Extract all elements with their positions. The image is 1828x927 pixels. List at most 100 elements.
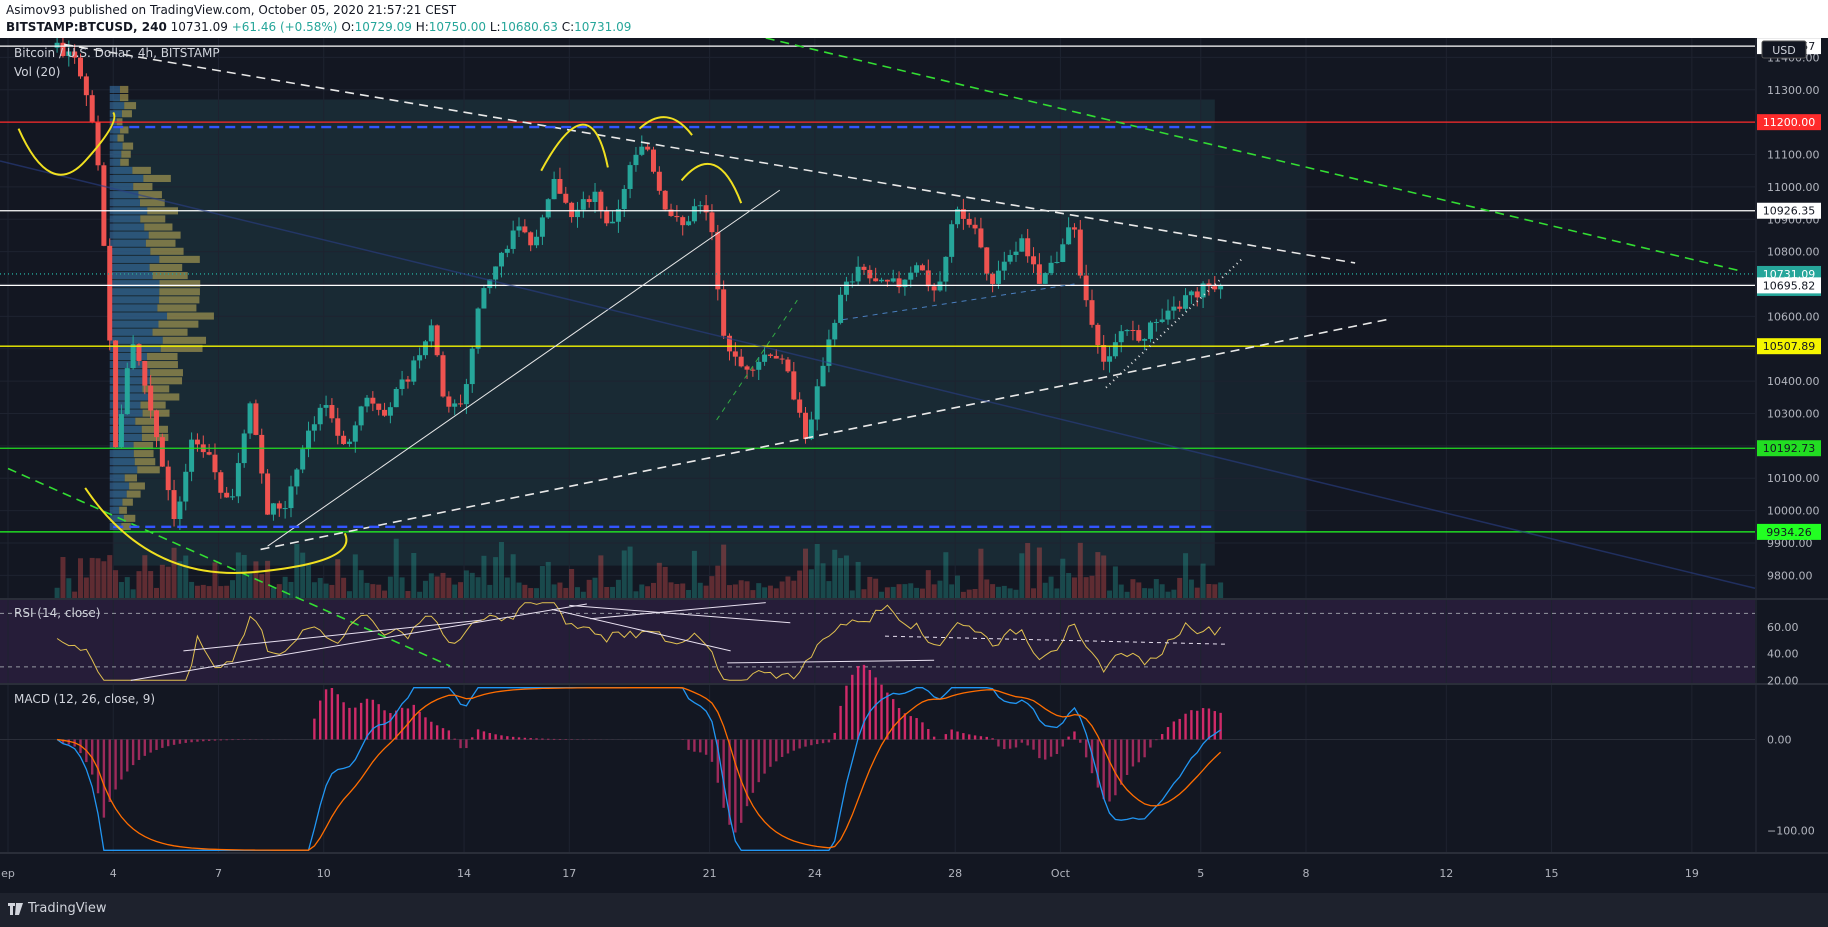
volume-bar [282, 576, 288, 598]
candle-body [1013, 251, 1019, 256]
rsi-trendline[interactable] [727, 659, 935, 664]
volume-profile-row [119, 85, 129, 93]
rsi-legend[interactable]: RSI (14, close) [14, 606, 100, 620]
volume-bar [189, 581, 195, 598]
descending-trendline[interactable] [63, 43, 1356, 264]
volume-bar [95, 558, 101, 598]
candle-body [452, 403, 458, 407]
head-arc-left[interactable] [540, 123, 609, 172]
price-level-tag[interactable] [1757, 114, 1821, 131]
macd-histogram-bar [775, 739, 778, 762]
volume-bar [463, 570, 469, 598]
price-level-tag[interactable] [1757, 523, 1821, 540]
chart-canvas[interactable]: 9800.009900.0010000.0010100.0010200.0010… [0, 38, 1828, 893]
candle-body [639, 146, 645, 155]
volume-legend[interactable]: Vol (20) [14, 65, 60, 79]
candle-body [574, 209, 580, 218]
price-tick-label: 10300.00 [1767, 407, 1820, 420]
volume-bar [235, 552, 241, 598]
volume-bar [341, 577, 347, 598]
macd-histogram-bar [459, 739, 462, 749]
candle-body [440, 355, 446, 397]
macd-histogram-bar [1084, 739, 1088, 758]
candle-body [1036, 264, 1042, 284]
flag-line[interactable] [716, 299, 798, 421]
volume-profile-row [109, 296, 160, 304]
cup-bottom-arc[interactable] [84, 487, 348, 574]
currency-button[interactable] [1761, 40, 1807, 59]
price-level-tag[interactable] [1757, 277, 1821, 294]
volume-bar [709, 576, 715, 598]
volume-bar [247, 571, 253, 598]
candle-body [867, 269, 873, 279]
head-arc-top[interactable] [638, 116, 693, 136]
candle-body [329, 405, 335, 419]
macd-histogram-bar [231, 739, 234, 741]
rsi-trendline[interactable] [551, 608, 731, 652]
macd-histogram-bar [757, 739, 760, 783]
volume-bar [498, 541, 504, 598]
tradingview-brand[interactable]: TradingView [8, 901, 107, 916]
price-level-tag[interactable] [1757, 440, 1821, 457]
macd-histogram-bar [324, 689, 328, 740]
volume-bar [294, 543, 300, 598]
volume-bar [159, 564, 165, 598]
lower-green-trendline[interactable] [7, 467, 451, 667]
macd-histogram-bar [1108, 739, 1111, 802]
macd-histogram-bar [1120, 739, 1123, 785]
macd-histogram-bar [96, 739, 100, 794]
volume-bar [803, 548, 809, 598]
ascending-trendline[interactable] [260, 318, 1387, 551]
candle-body [270, 503, 276, 515]
main-legend-title[interactable]: Bitcoin / U.S. Dollar, 4h, BITSTAMP [14, 46, 220, 60]
volume-bar [826, 581, 832, 598]
rsi-trendline[interactable] [590, 602, 766, 620]
volume-bar [1077, 542, 1083, 598]
candle-body [1031, 256, 1037, 265]
macd-histogram-bar [868, 669, 872, 740]
rsi-background [0, 600, 1755, 683]
volume-bar [183, 555, 189, 598]
volume-bar [908, 583, 914, 598]
rsi-trendline[interactable] [569, 604, 791, 624]
volume-bar [656, 562, 662, 598]
macd-histogram-bar [751, 739, 755, 793]
candle-body [1025, 238, 1031, 257]
volume-profile-row [109, 126, 121, 134]
head-arc-right[interactable] [680, 162, 743, 204]
volume-bar [288, 581, 294, 598]
macd-histogram-bar [126, 739, 129, 772]
price-level-tag[interactable] [1757, 338, 1821, 355]
range-box [113, 99, 1215, 566]
volume-bar [867, 576, 873, 598]
volume-profile-row [119, 94, 129, 102]
candle-body [943, 256, 949, 282]
volume-bar [358, 570, 364, 598]
candle-body [697, 205, 703, 207]
candle-body [978, 228, 984, 248]
macd-histogram-bar [956, 731, 959, 740]
volume-bar [726, 585, 732, 598]
volume-profile-row [109, 328, 153, 336]
macd-histogram-bar [915, 718, 918, 740]
upper-green-trendline[interactable] [765, 38, 1742, 272]
rounded-bottom-arc[interactable] [17, 111, 116, 176]
macd-histogram-bar [763, 739, 766, 774]
currency-label[interactable]: USD [1772, 44, 1796, 57]
rsi-trendline[interactable] [130, 603, 587, 681]
channel-line[interactable] [267, 189, 781, 547]
macd-tick-label: −100.00 [1767, 824, 1815, 837]
candle-body [557, 179, 563, 194]
candle-body [563, 193, 569, 203]
rsi-trendline[interactable] [183, 619, 482, 652]
price-level-tag[interactable] [1757, 202, 1821, 219]
macd-histogram-bar [1207, 708, 1211, 740]
macd-histogram-bar [734, 739, 737, 833]
candle-body [66, 51, 72, 57]
volume-profile-row [109, 150, 122, 158]
volume-bar [101, 561, 107, 598]
rsi-dashed-line[interactable] [885, 635, 1226, 645]
candle-body [914, 265, 920, 273]
macd-histogram-bar [395, 710, 398, 740]
macd-legend[interactable]: MACD (12, 26, close, 9) [14, 692, 155, 706]
